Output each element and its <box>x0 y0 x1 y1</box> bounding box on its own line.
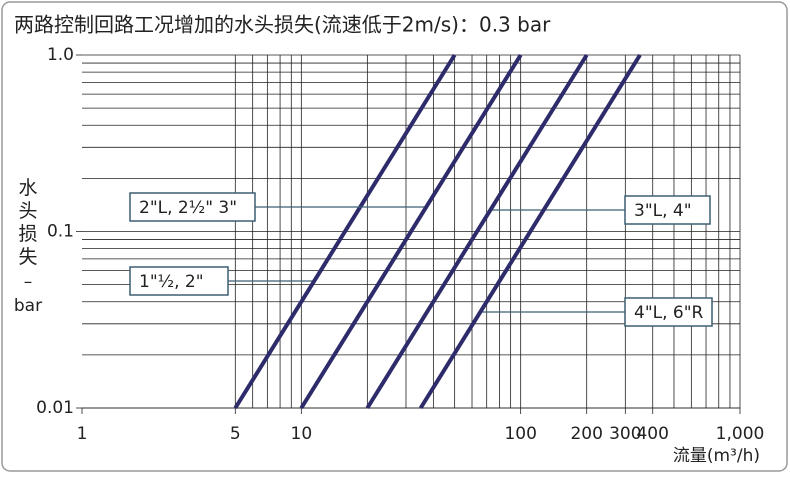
legend-label: 2"L, 2½" 3" <box>139 198 237 218</box>
legend-label: 1"½, 2" <box>139 272 204 292</box>
callout-box <box>129 192 256 222</box>
callout-box <box>624 195 711 225</box>
x-axis-label: 流量(m³/h) <box>673 446 760 466</box>
callout-box <box>624 297 713 327</box>
x-tick-label: 100 <box>504 424 536 444</box>
x-tick-label: 10 <box>291 424 313 444</box>
line <box>418 53 642 410</box>
x-tick-label: 1,000 <box>716 424 765 444</box>
y-tick-label: 0.01 <box>36 398 74 418</box>
line <box>365 53 589 410</box>
y-tick-label: 0.1 <box>47 222 74 242</box>
y-axis-label: 水头损失 <box>18 177 37 268</box>
legend-label: 4"L, 6"R <box>634 303 704 323</box>
callout-box <box>129 266 229 296</box>
x-tick-label: 400 <box>636 424 668 444</box>
y-axis-unit: bar <box>14 296 42 316</box>
line <box>233 53 457 410</box>
x-tick-label: 5 <box>230 424 241 444</box>
y-tick-label: 1.0 <box>47 45 74 65</box>
x-tick-label: 300 <box>609 424 641 444</box>
x-tick-label: 1 <box>77 424 88 444</box>
y-axis-dash: – <box>24 272 33 292</box>
legend-label: 3"L, 4" <box>634 201 692 221</box>
x-tick-label: 200 <box>570 424 602 444</box>
chart-title: 两路控制回路工况增加的水头损失(流速低于2m/s)：0.3 bar <box>14 13 551 37</box>
line <box>299 53 523 410</box>
